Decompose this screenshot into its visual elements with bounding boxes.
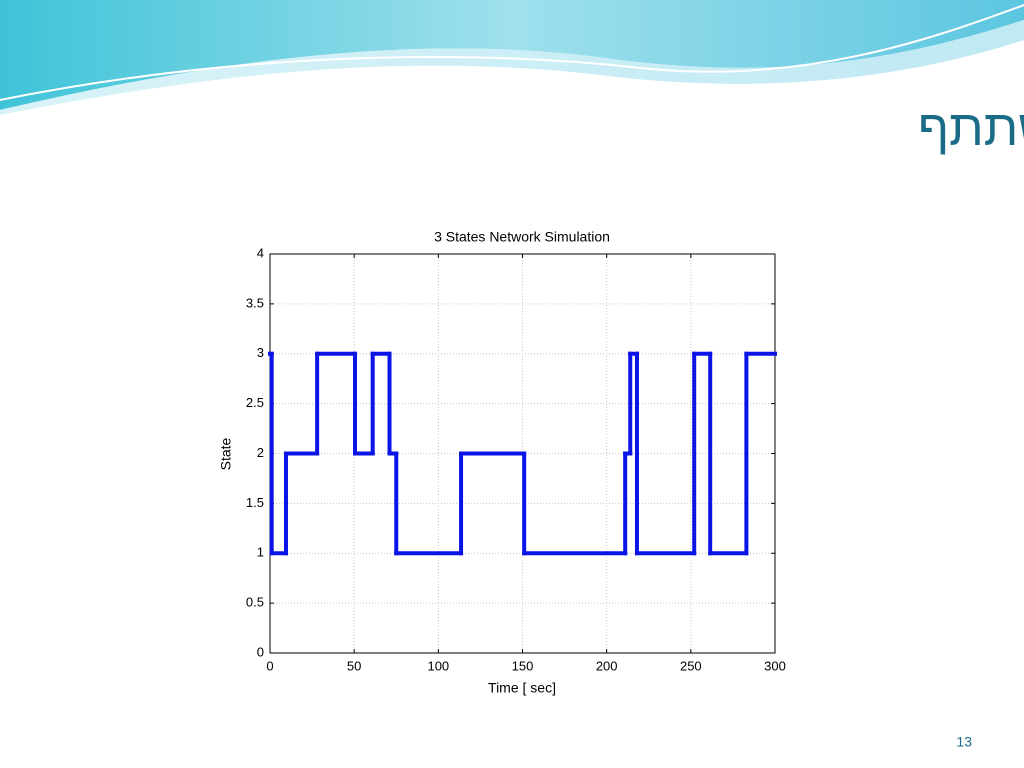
- x-tick-label: 150: [512, 658, 534, 673]
- slide-title: מימוש מצבי הרשת והמשתתף: [918, 100, 1024, 156]
- x-tick-label: 250: [680, 658, 702, 673]
- y-tick-label: 4: [257, 245, 264, 260]
- y-tick-label: 0.5: [246, 595, 264, 610]
- header-line: [0, 4, 1024, 101]
- page-number: 13: [956, 734, 972, 750]
- y-tick-label: 0: [257, 644, 264, 659]
- y-axis-label: State: [218, 437, 234, 470]
- chart-title: 3 States Network Simulation: [434, 229, 610, 245]
- x-tick-label: 50: [347, 658, 361, 673]
- x-tick-label: 300: [764, 658, 786, 673]
- y-tick-label: 1.5: [246, 495, 264, 510]
- y-tick-label: 1: [257, 545, 264, 560]
- y-tick-label: 3.5: [246, 295, 264, 310]
- x-axis-label: Time [ sec]: [488, 680, 556, 696]
- x-tick-label: 200: [596, 658, 618, 673]
- header-wave-light: [0, 20, 1024, 115]
- y-tick-label: 3: [257, 345, 264, 360]
- header-wave: [0, 0, 1024, 110]
- y-tick-label: 2: [257, 445, 264, 460]
- chart: 3 States Network Simulation Time [ sec] …: [218, 229, 786, 696]
- y-tick-label: 2.5: [246, 395, 264, 410]
- x-tick-label: 0: [266, 658, 273, 673]
- x-tick-label: 100: [427, 658, 449, 673]
